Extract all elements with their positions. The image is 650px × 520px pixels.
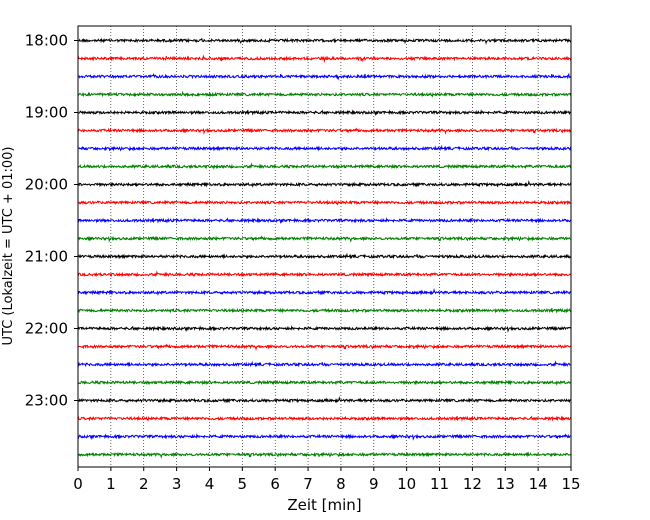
y-tick-label: 19:00 <box>25 104 68 122</box>
x-tick-label: 15 <box>561 475 580 493</box>
x-tick-label: 9 <box>369 475 379 493</box>
y-tick-label: 18:00 <box>25 32 68 50</box>
plot-background <box>78 26 571 467</box>
x-tick-label: 3 <box>172 475 182 493</box>
trace-1830 <box>77 72 572 81</box>
x-axis-label: Zeit [min] <box>287 496 361 514</box>
trace-1900 <box>77 109 572 116</box>
trace-2115 <box>77 270 572 278</box>
x-tick-label: 7 <box>303 475 313 493</box>
trace-1800 <box>77 37 572 45</box>
trace-2030 <box>77 217 572 224</box>
plot-frame <box>77 25 572 468</box>
trace-2000 <box>77 179 572 188</box>
y-tick-label: 21:00 <box>25 248 68 266</box>
trace-2215 <box>77 343 572 351</box>
x-tick-label: 5 <box>238 475 248 493</box>
y-tick-label: 23:00 <box>25 392 68 410</box>
trace-2300 <box>77 395 572 404</box>
x-tick-label: 14 <box>529 475 548 493</box>
x-axis-ticks: 0 1 2 3 4 5 6 7 8 9 10 11 12 13 14 15 <box>73 467 581 493</box>
y-tick-label: 20:00 <box>25 176 68 194</box>
y-axis-ticks: 18:00 19:00 20:00 21:00 22:00 23:00 <box>25 32 78 410</box>
x-tick-label: 13 <box>496 475 515 493</box>
trace-2015 <box>77 199 572 206</box>
x-tick-label: 4 <box>205 475 215 493</box>
traces <box>77 37 572 459</box>
x-tick-label: 1 <box>106 475 116 493</box>
trace-1915 <box>77 127 572 135</box>
trace-1845 <box>77 90 572 98</box>
x-tick-label: 11 <box>430 475 449 493</box>
trace-2345 <box>77 451 572 459</box>
x-tick-label: 10 <box>397 475 416 493</box>
trace-2230 <box>77 360 572 368</box>
x-tick-label: 12 <box>463 475 482 493</box>
x-tick-label: 8 <box>336 475 346 493</box>
trace-2045 <box>77 235 572 243</box>
trace-2330 <box>77 433 572 441</box>
trace-2130 <box>77 287 572 296</box>
trace-2145 <box>77 307 572 314</box>
x-tick-label: 0 <box>73 475 83 493</box>
y-axis-label: UTC (Lokalzeit = UTC + 01:00) <box>1 147 16 346</box>
trace-1945 <box>77 162 572 171</box>
trace-2100 <box>77 252 572 260</box>
trace-2200 <box>77 325 572 333</box>
x-tick-label: 2 <box>139 475 149 493</box>
y-tick-label: 22:00 <box>25 320 68 338</box>
trace-1815 <box>77 54 572 63</box>
trace-1930 <box>77 144 572 152</box>
x-tick-label: 6 <box>270 475 280 493</box>
trace-2315 <box>77 415 572 422</box>
trace-2245 <box>77 379 572 386</box>
